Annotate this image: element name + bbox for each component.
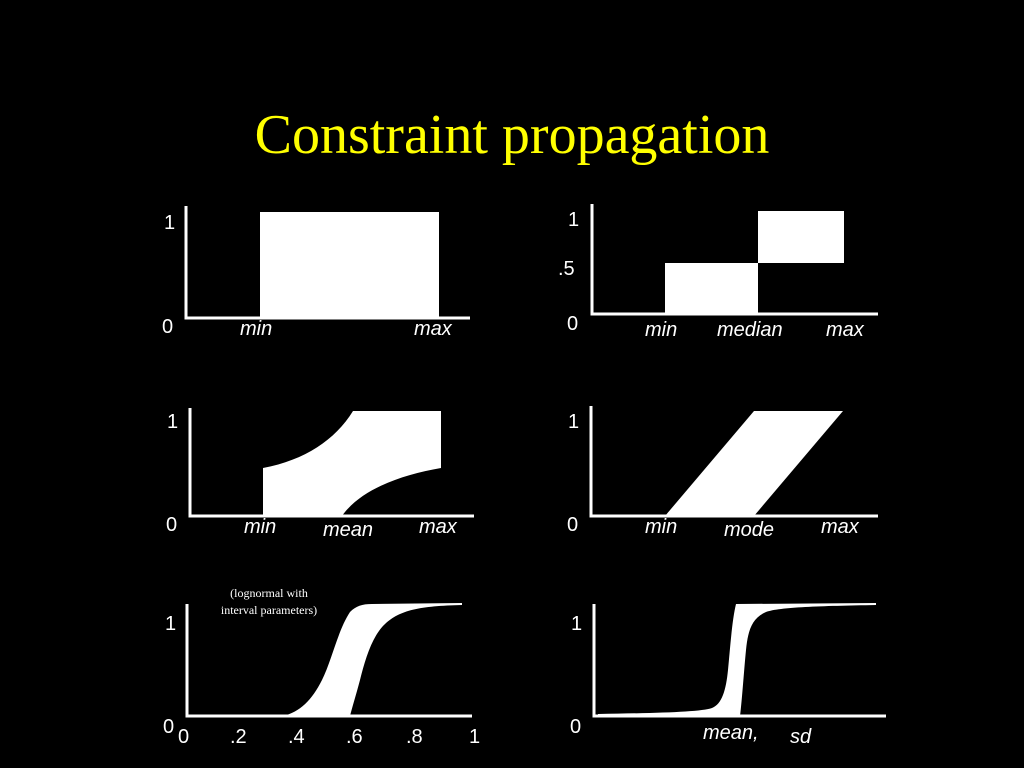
- panel-mode-xlabel-mode: mode: [724, 519, 774, 541]
- panel-median-xlabel-max: max: [826, 319, 865, 341]
- panel-lognormal: (lognormal with interval parameters) 1 0…: [163, 586, 480, 748]
- panel-lognormal-xtick-0-6: .6: [346, 726, 363, 748]
- panel-mode-axes: [589, 406, 878, 518]
- panel-lognormal-ytick-1: 1: [165, 613, 176, 635]
- panel-lognormal-xtick-0-8: .8: [406, 726, 423, 748]
- panel-mode-ytick-0: 0: [567, 514, 578, 536]
- panel-mode: 1 0 min mode max: [567, 406, 878, 541]
- panel-mean-sd-ytick-1: 1: [571, 613, 582, 635]
- panel-median-upper-box: [758, 211, 844, 263]
- panel-mean-sd-ytick-0: 0: [570, 716, 581, 738]
- panel-lognormal-ytick-0: 0: [163, 716, 174, 738]
- panel-lognormal-xtick-0: 0: [178, 726, 189, 748]
- panel-lognormal-xtick-1: 1: [469, 726, 480, 748]
- panel-min-max-xlabel-max: max: [414, 318, 453, 340]
- panel-median-lower-box: [665, 263, 758, 314]
- panel-mean-sd-axes: [592, 604, 886, 718]
- panel-median-ytick-1: 1: [568, 209, 579, 231]
- panel-lognormal-pbox: [283, 603, 462, 716]
- panel-mean-ytick-1: 1: [167, 411, 178, 433]
- panel-min-max: 1 0 min max: [162, 206, 470, 340]
- panel-min-max-xlabel-min: min: [240, 318, 272, 340]
- panel-mean-xlabel-max: max: [419, 516, 458, 538]
- panel-mean-pbox: [263, 411, 441, 516]
- panel-mean-axes: [188, 408, 474, 518]
- panel-lognormal-xtick-0-2: .2: [230, 726, 247, 748]
- panel-lognormal-axes: [185, 604, 472, 718]
- panel-mean-ytick-0: 0: [166, 514, 177, 536]
- panel-lognormal-xtick-0-4: .4: [288, 726, 305, 748]
- panel-min-max-pbox: [260, 212, 439, 318]
- panel-median-ytick-0: 0: [567, 313, 578, 335]
- panel-mean-sd: 1 0 mean, sd: [570, 603, 886, 748]
- panel-median-ytick-half: .5: [558, 258, 575, 280]
- panel-median-xlabel-median: median: [717, 319, 783, 341]
- panel-mean-xlabel-min: min: [244, 516, 276, 538]
- slide-title: Constraint propagation: [254, 104, 770, 166]
- panel-min-max-ytick-1: 1: [164, 212, 175, 234]
- panel-mean-sd-xlabel-sd: sd: [790, 726, 812, 748]
- panel-mode-xlabel-max: max: [821, 516, 860, 538]
- panel-mean-sd-xlabel-mean: mean,: [703, 722, 759, 744]
- panel-lognormal-note-line1: (lognormal with: [230, 586, 308, 600]
- panel-mode-pbox: [665, 411, 843, 516]
- panel-min-max-ytick-0: 0: [162, 316, 173, 338]
- panel-mode-ytick-1: 1: [568, 411, 579, 433]
- panel-median-xlabel-min: min: [645, 319, 677, 341]
- panel-median-axes: [590, 204, 878, 316]
- panel-median: 1 .5 0 min median max: [558, 204, 878, 341]
- panel-mode-xlabel-min: min: [645, 516, 677, 538]
- panel-mean-sd-pbox: [598, 603, 876, 716]
- panel-lognormal-note-line2: interval parameters): [221, 603, 317, 617]
- panel-mean: 1 0 min mean max: [166, 408, 474, 541]
- panel-mean-xlabel-mean: mean: [323, 519, 373, 541]
